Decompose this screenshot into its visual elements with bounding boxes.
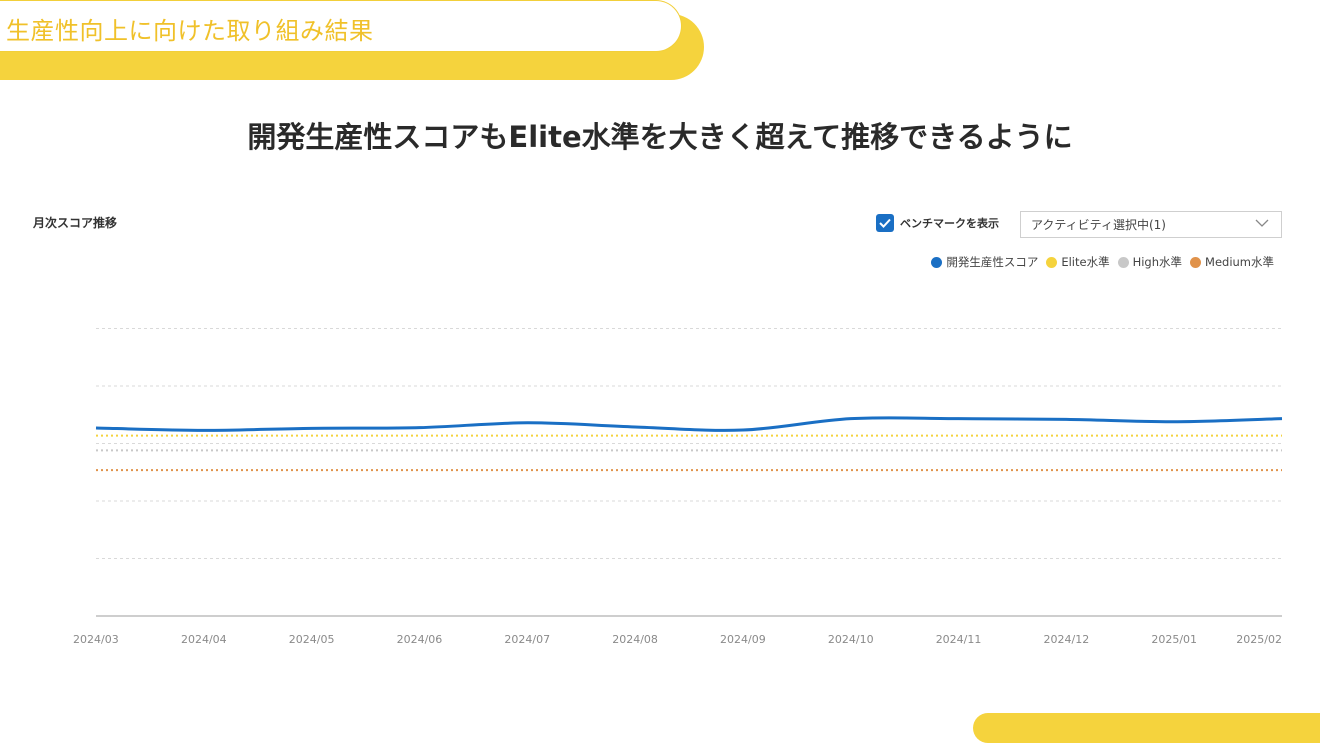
series-line-score [95,416,1283,432]
check-icon [879,218,891,228]
benchmark-toggle[interactable]: ベンチマークを表示 [876,214,999,232]
legend-label: 開発生産性スコア [946,255,1039,269]
legend-item: Medium水準 [1190,254,1274,270]
legend-label: High水準 [1132,255,1183,269]
footer-accent [973,713,1320,743]
x-tick-label: 2025/01 [1151,633,1197,646]
banner-title: 生産性向上に向けた取り組み結果 [6,17,374,45]
benchmark-label: ベンチマークを表示 [900,217,999,230]
chart-title: 月次スコア推移 [33,216,118,230]
x-tick-label: 2024/06 [397,633,443,646]
x-tick-label: 2025/02 [1236,633,1282,646]
chart-legend: 開発生産性スコア Elite水準 High水準 Medium水準 [931,254,1274,270]
activity-select-value: アクティビティ選択中(1) [1031,218,1166,232]
x-tick-label: 2024/04 [181,633,227,646]
legend-swatch [1190,256,1202,268]
legend-item: High水準 [1117,254,1183,270]
x-tick-label: 2024/07 [504,633,550,646]
legend-swatch [1117,256,1129,268]
legend-label: Medium水準 [1205,255,1274,269]
benchmark-checkbox[interactable] [876,214,894,232]
x-tick-label: 2024/12 [1044,633,1090,646]
x-tick-label: 2024/08 [612,633,658,646]
x-tick-label: 2024/10 [828,633,874,646]
legend-label: Elite水準 [1061,255,1110,269]
x-tick-label: 2024/05 [289,633,335,646]
legend-item: Elite水準 [1046,254,1110,270]
x-tick-label: 2024/09 [720,633,766,646]
legend-swatch [1046,256,1058,268]
legend-item: 開発生産性スコア [931,254,1038,270]
activity-select[interactable]: アクティビティ選択中(1) [1020,211,1282,238]
page-headline: 開発生産性スコアもElite水準を大きく超えて推移できるように [247,120,1073,154]
x-tick-label: 2024/03 [73,633,119,646]
chevron-down-icon [1255,219,1269,227]
section-banner: 生産性向上に向けた取り組み結果 [0,0,682,52]
x-tick-label: 2024/11 [936,633,982,646]
legend-swatch [931,256,943,268]
